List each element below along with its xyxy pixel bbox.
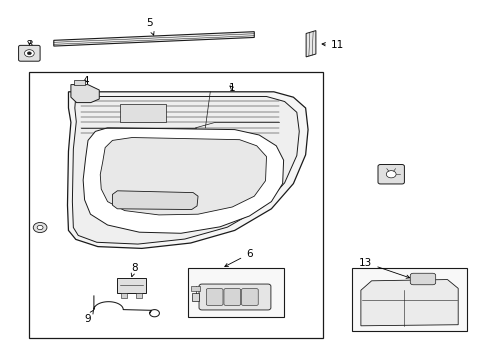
Polygon shape xyxy=(83,128,283,233)
FancyBboxPatch shape xyxy=(117,278,145,293)
Bar xyxy=(351,268,466,331)
Bar xyxy=(121,293,127,298)
Text: 9: 9 xyxy=(84,310,93,324)
Circle shape xyxy=(27,52,31,55)
Text: 3: 3 xyxy=(26,40,33,50)
Bar xyxy=(136,293,142,298)
Polygon shape xyxy=(54,32,254,46)
Polygon shape xyxy=(360,279,457,326)
Polygon shape xyxy=(305,31,315,57)
FancyBboxPatch shape xyxy=(206,289,223,305)
Circle shape xyxy=(37,225,43,230)
Text: 2: 2 xyxy=(37,224,43,234)
FancyBboxPatch shape xyxy=(241,289,258,305)
FancyBboxPatch shape xyxy=(19,45,40,61)
Text: 6: 6 xyxy=(224,249,252,266)
Circle shape xyxy=(386,171,395,178)
Bar xyxy=(190,286,200,291)
Bar xyxy=(29,72,322,338)
Polygon shape xyxy=(67,92,307,248)
Circle shape xyxy=(24,50,34,57)
Polygon shape xyxy=(72,96,299,244)
Text: 13: 13 xyxy=(358,258,409,278)
Text: 11: 11 xyxy=(322,40,344,50)
Polygon shape xyxy=(100,138,266,215)
Text: 8: 8 xyxy=(131,263,138,277)
Polygon shape xyxy=(112,191,198,210)
Bar xyxy=(188,268,283,317)
Text: 4: 4 xyxy=(82,76,89,86)
FancyBboxPatch shape xyxy=(199,284,270,310)
Polygon shape xyxy=(71,85,99,103)
FancyBboxPatch shape xyxy=(377,165,404,184)
Bar xyxy=(74,80,85,85)
Text: 7: 7 xyxy=(199,305,224,315)
Text: 10: 10 xyxy=(384,168,397,178)
Bar xyxy=(192,293,199,301)
Text: 1: 1 xyxy=(228,83,235,93)
Text: 12: 12 xyxy=(401,308,414,318)
Bar xyxy=(120,104,166,122)
Text: 5: 5 xyxy=(145,18,154,35)
FancyBboxPatch shape xyxy=(224,289,240,305)
FancyBboxPatch shape xyxy=(409,273,435,285)
Circle shape xyxy=(33,222,47,233)
